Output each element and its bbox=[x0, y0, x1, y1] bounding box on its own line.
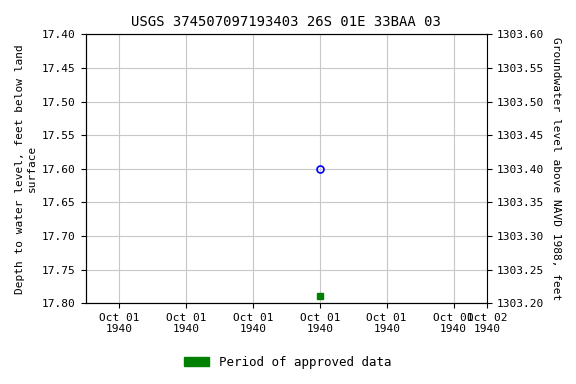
Y-axis label: Depth to water level, feet below land
surface: Depth to water level, feet below land su… bbox=[15, 44, 37, 294]
Title: USGS 374507097193403 26S 01E 33BAA 03: USGS 374507097193403 26S 01E 33BAA 03 bbox=[131, 15, 441, 29]
Legend: Period of approved data: Period of approved data bbox=[179, 351, 397, 374]
Y-axis label: Groundwater level above NAVD 1988, feet: Groundwater level above NAVD 1988, feet bbox=[551, 37, 561, 300]
